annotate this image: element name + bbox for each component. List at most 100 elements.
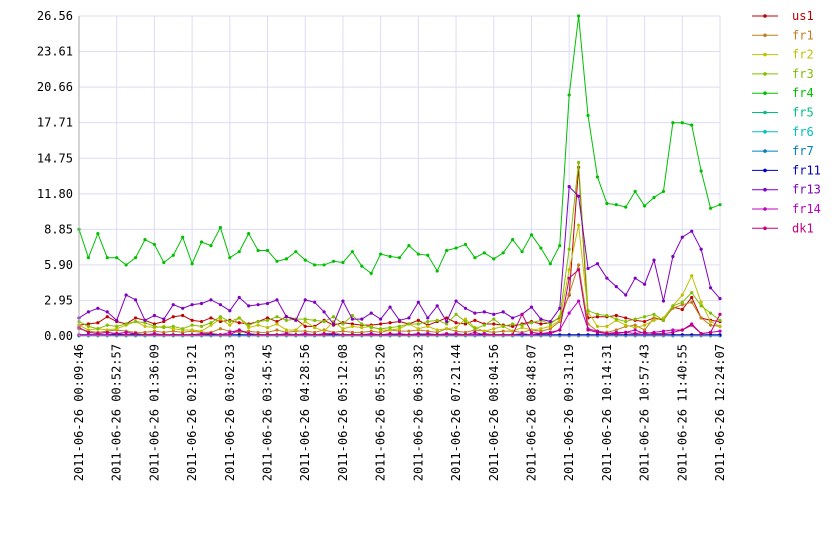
x-tick-label: 2011-06-26 01:36:09 [147, 344, 161, 481]
y-tick-label: 23.61 [37, 45, 73, 59]
data-point [388, 325, 392, 330]
data-point [520, 250, 524, 254]
data-point [96, 321, 100, 325]
data-point [284, 257, 288, 261]
data-point [577, 263, 581, 267]
data-point [595, 175, 600, 179]
data-point [473, 256, 477, 260]
data-point [680, 303, 684, 307]
data-point [369, 329, 373, 333]
data-point [96, 306, 100, 310]
data-point [303, 319, 307, 324]
series [77, 160, 722, 331]
legend-marker [763, 130, 767, 134]
data-point [388, 254, 392, 259]
y-tick-label: 0.00 [44, 329, 73, 343]
data-point [228, 323, 232, 327]
data-point [473, 327, 477, 331]
data-point [548, 262, 552, 266]
data-point [435, 269, 439, 273]
data-point [624, 205, 628, 209]
data-point [96, 331, 100, 336]
data-point [256, 319, 260, 324]
data-point [105, 256, 109, 260]
data-point [350, 313, 354, 318]
data-point [614, 203, 618, 207]
data-point [463, 319, 468, 324]
data-point [294, 318, 298, 322]
data-point [218, 225, 222, 230]
data-point [548, 324, 552, 328]
data-point [614, 285, 618, 289]
data-point [463, 317, 468, 321]
data-point [397, 324, 402, 328]
data-point [143, 318, 147, 322]
data-point [124, 330, 128, 334]
data-point [511, 316, 515, 320]
data-point [690, 295, 694, 300]
legend-marker [763, 91, 767, 95]
data-point [275, 259, 279, 263]
data-point [463, 330, 468, 334]
data-point [303, 331, 307, 336]
data-point [614, 313, 618, 318]
data-point [595, 330, 600, 334]
data-point [209, 323, 213, 327]
data-point [331, 315, 336, 319]
data-point [577, 223, 581, 227]
data-point [247, 323, 251, 327]
data-point [558, 328, 562, 332]
data-point [143, 238, 147, 242]
y-tick-label: 26.56 [37, 9, 73, 23]
data-point [190, 318, 194, 322]
data-point [473, 330, 477, 334]
data-point [322, 319, 326, 324]
data-point [577, 299, 581, 303]
data-point [454, 325, 458, 330]
data-point [539, 317, 543, 321]
data-point [228, 330, 232, 334]
data-point [237, 316, 241, 320]
data-point [350, 322, 354, 326]
data-point [331, 322, 336, 326]
data-point [501, 324, 505, 328]
y-tick-label: 17.71 [37, 116, 73, 130]
data-point [680, 328, 684, 332]
data-point [445, 331, 449, 336]
legend-label: fr5 [792, 106, 814, 120]
data-point [426, 324, 430, 328]
data-point [586, 113, 590, 118]
data-point [633, 317, 637, 321]
x-tick-label: 2011-06-26 05:12:08 [336, 344, 350, 481]
data-point [718, 329, 722, 333]
data-point [96, 327, 100, 331]
data-point [548, 322, 552, 326]
data-point [86, 330, 91, 334]
data-point [463, 242, 468, 247]
data-point [228, 319, 232, 324]
data-point [633, 189, 637, 194]
legend-marker [763, 110, 767, 115]
data-point [511, 322, 515, 326]
data-point [671, 254, 675, 259]
data-point [105, 330, 109, 334]
data-point [388, 305, 392, 309]
data-point [586, 309, 590, 313]
data-point [671, 330, 675, 334]
data-point [680, 121, 684, 125]
series [77, 223, 722, 333]
data-point [567, 247, 571, 251]
data-point [642, 323, 647, 327]
data-point [284, 315, 288, 319]
y-tick-label: 8.85 [44, 222, 73, 236]
x-tick-label: 2011-06-26 06:38:32 [411, 344, 425, 481]
legend-marker [763, 33, 767, 38]
data-point [501, 310, 505, 314]
legend-label: fr3 [792, 67, 814, 81]
data-point [501, 251, 505, 255]
data-point [529, 330, 534, 334]
x-tick-label: 2011-06-26 03:45:45 [261, 344, 275, 481]
legend-label: fr14 [792, 202, 821, 216]
data-point [162, 330, 166, 334]
data-point [605, 324, 609, 328]
